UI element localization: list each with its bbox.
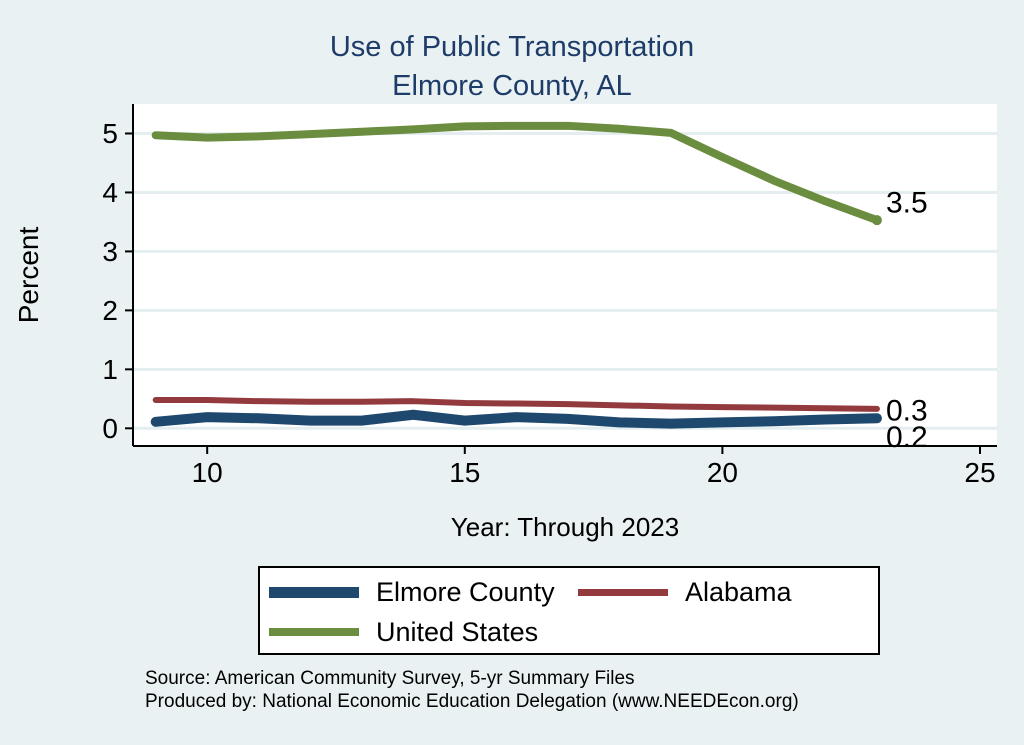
y-tick-label: 1 xyxy=(102,354,118,385)
producer-line: Produced by: National Economic Education… xyxy=(145,691,799,712)
x-tick-label: 25 xyxy=(964,457,995,488)
series-end-label-elmore-county: 0.2 xyxy=(886,421,928,454)
series-line-united-states xyxy=(151,121,881,225)
series-line-elmore-county xyxy=(150,409,882,429)
legend-swatch-alabama xyxy=(578,588,668,596)
y-tick-label: 5 xyxy=(102,118,118,149)
plot-area xyxy=(133,104,997,446)
series-end-marker-united-states xyxy=(871,215,882,226)
legend-label-elmore-county: Elmore County xyxy=(376,576,555,607)
legend-item-alabama: Alabama xyxy=(569,577,878,608)
series-line-alabama xyxy=(152,397,880,412)
legend-label-united-states: United States xyxy=(376,616,539,647)
y-axis-title: Percent xyxy=(13,227,44,324)
source-note: Source: American Community Survey, 5-yr … xyxy=(145,667,799,713)
chart-title: Use of Public Transportation Elmore Coun… xyxy=(0,28,1024,106)
legend-item-elmore-county: Elmore County xyxy=(260,577,569,608)
chart-title-line1: Use of Public Transportation xyxy=(329,31,695,63)
x-axis-title: Year: Through 2023 xyxy=(451,512,679,542)
series-end-label-alabama: 0.3 xyxy=(886,394,928,427)
x-tick-label: 10 xyxy=(192,457,223,488)
source-line: Source: American Community Survey, 5-yr … xyxy=(145,668,635,689)
y-tick-label: 4 xyxy=(102,177,118,208)
series-end-label-united-states: 3.5 xyxy=(886,187,928,220)
chart-title-line2: Elmore County, AL xyxy=(392,70,632,102)
chart-plot: 0 1 2 3 4 5 10 15 20 25 Percent Year: Through 2023 0… xyxy=(13,104,997,542)
legend-row: Elmore County Alabama xyxy=(260,574,878,610)
legend-row: United States xyxy=(260,614,878,650)
legend: Elmore County Alabama United States xyxy=(258,566,880,655)
y-tick-label: 3 xyxy=(102,236,118,267)
legend-swatch-elmore-county xyxy=(269,586,359,598)
y-tick-label: 2 xyxy=(102,295,118,326)
x-tick-label: 15 xyxy=(449,457,480,488)
legend-label-alabama: Alabama xyxy=(685,576,792,607)
legend-item-united-states: United States xyxy=(260,617,612,648)
y-tick-label: 0 xyxy=(102,413,118,444)
x-tick-label: 20 xyxy=(707,457,738,488)
legend-swatch-united-states xyxy=(269,628,359,636)
